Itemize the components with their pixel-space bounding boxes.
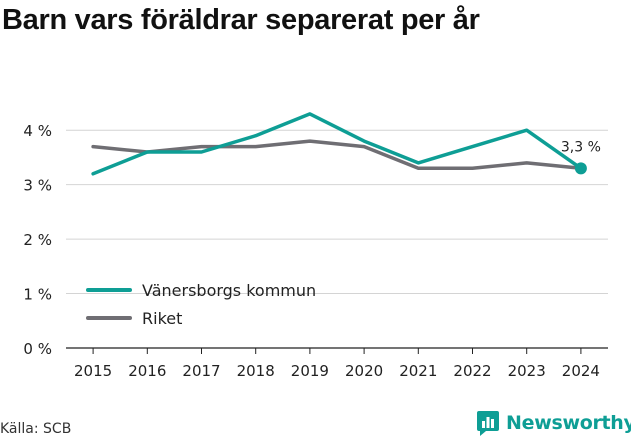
x-tick-label: 2018 (237, 362, 275, 380)
y-tick-label: 4 % (23, 122, 52, 140)
legend-label: Riket (142, 309, 182, 328)
endpoint-marker (574, 162, 587, 175)
x-tick-label: 2022 (453, 362, 491, 380)
x-tick-label: 2021 (399, 362, 437, 380)
y-tick-label: 1 % (23, 286, 52, 304)
x-tick-label: 2023 (508, 362, 546, 380)
x-tick-label: 2020 (345, 362, 383, 380)
series-line (91, 139, 583, 171)
source-label: Källa: SCB (0, 421, 72, 437)
y-tick-label: 0 % (23, 340, 52, 358)
bar-chart-icon (477, 411, 499, 436)
x-tick-label: 2016 (128, 362, 166, 380)
y-tick-label: 3 % (23, 177, 52, 195)
x-tick-label: 2024 (562, 362, 600, 380)
data-label: 3,3 % (561, 139, 601, 155)
y-tick-label: 2 % (23, 231, 52, 249)
x-tick-label: 2017 (182, 362, 220, 380)
chart-title: Barn vars föräldrar separerat per år (2, 4, 480, 36)
x-tick-label: 2015 (74, 362, 112, 380)
x-tick-label: 2019 (291, 362, 329, 380)
brand-name: Newsworthy (506, 412, 631, 434)
series-line (91, 112, 583, 176)
brand-logo: Newsworthy (476, 409, 631, 437)
line-chart: 0 % 1 % 2 % 3 % 4 % 2015 2016 2017 2018 2019 2020 2… (23, 112, 608, 380)
legend-label: Vänersborgs kommun (142, 281, 316, 300)
